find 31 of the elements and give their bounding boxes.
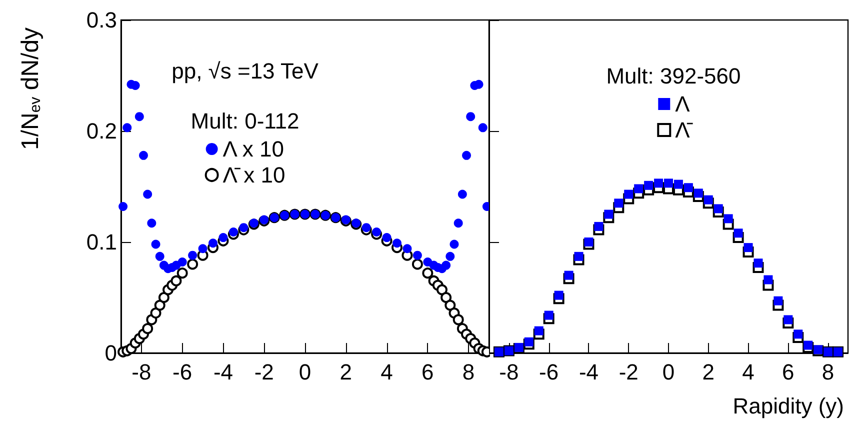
legend-label: Λ x 10: [222, 136, 284, 162]
x-tick-label: 0: [298, 360, 312, 384]
x-tick-label: -6: [539, 360, 559, 384]
x-tick-label: 4: [380, 360, 393, 384]
x-tick-label: 2: [340, 360, 352, 384]
x-tick-label: 6: [422, 360, 434, 384]
x-tick-label: -2: [254, 360, 274, 384]
legend-label: Λ̄ x 10: [222, 162, 286, 188]
x-tick-label: -2: [618, 360, 638, 384]
x-tick-label: -8: [499, 360, 519, 384]
y-tick-label: 0: [104, 340, 117, 366]
x-tick-label: 8: [462, 360, 475, 384]
x-tick-label: -4: [578, 360, 599, 384]
x-tick-label: 4: [742, 360, 754, 384]
y-tick-label: 0.1: [86, 230, 117, 254]
x-tick-label: -8: [132, 360, 152, 384]
x-tick-label: 8: [822, 360, 834, 384]
x-tick-label: 2: [702, 360, 715, 384]
annotation: pp, √s =13 TeV: [172, 58, 319, 84]
y-axis-title: 1/Nev dN/dy: [17, 27, 44, 150]
x-tick-label: -4: [213, 360, 234, 384]
x-axis-title: Rapidity (y): [732, 394, 844, 418]
x-tick-label: 0: [662, 360, 675, 384]
y-tick-label: 0.2: [86, 118, 117, 144]
legend-title: Mult: 392-560: [606, 64, 741, 88]
y-tick-label: 0.3: [86, 8, 117, 32]
legend-label: Λ: [675, 92, 690, 116]
legend-label: Λ̄: [675, 118, 693, 142]
legend-title: Mult: 0-112: [190, 108, 300, 134]
x-tick-label: -6: [172, 360, 192, 384]
x-tick-label: 6: [782, 360, 794, 384]
